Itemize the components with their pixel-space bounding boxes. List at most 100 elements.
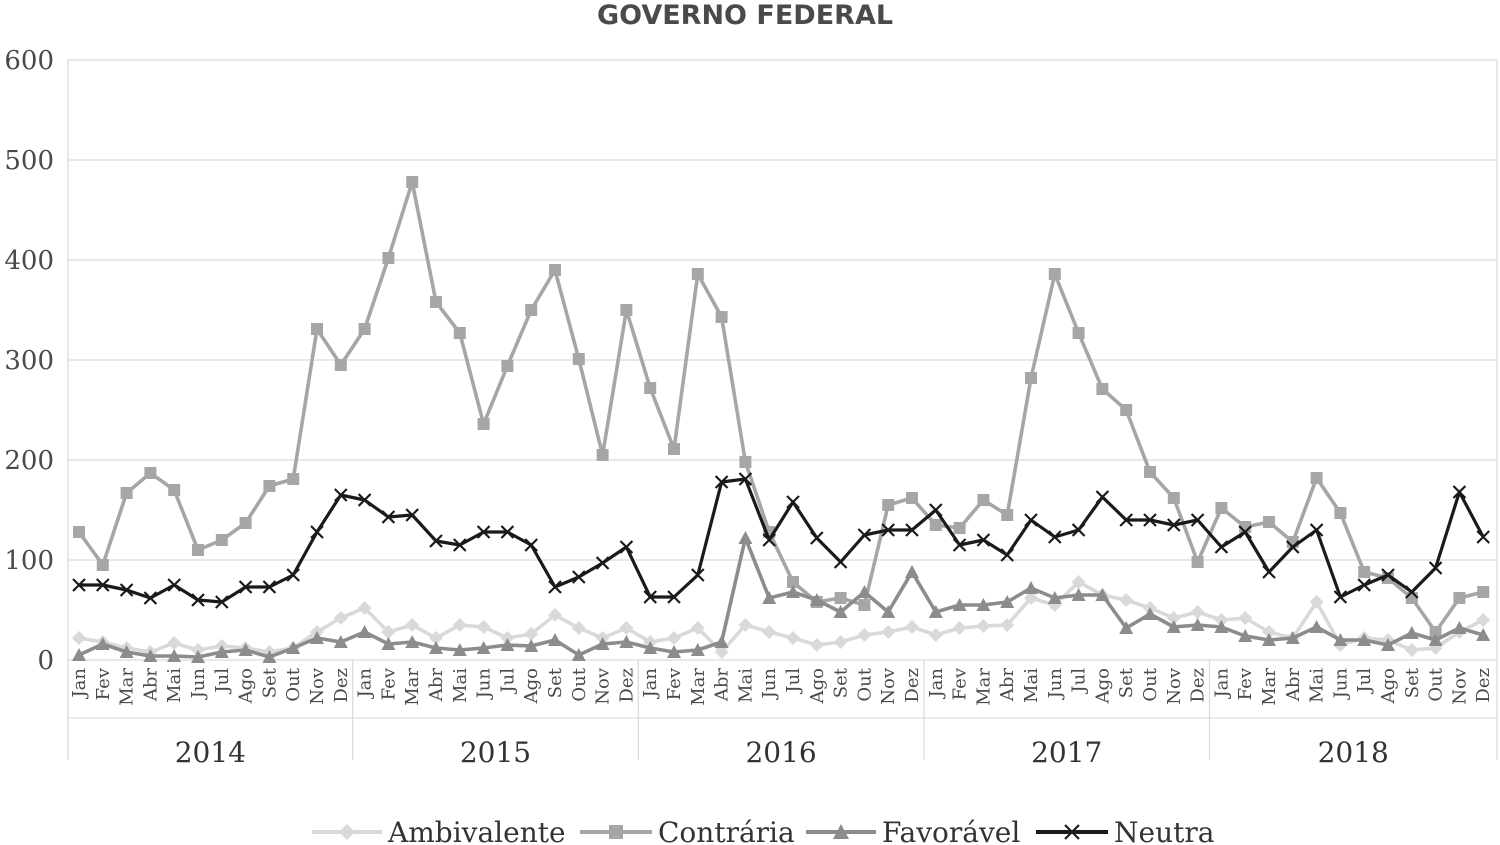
data-point-favoravel <box>1119 621 1134 634</box>
data-point-favoravel <box>952 598 967 611</box>
data-point-ambivalente <box>714 645 729 659</box>
data-point-contraria <box>596 449 609 461</box>
data-point-neutra <box>119 583 134 597</box>
data-point-ambivalente <box>809 638 824 652</box>
data-point-neutra <box>1381 568 1395 582</box>
data-point-contraria <box>120 487 133 499</box>
data-point-favoravel <box>1452 621 1467 634</box>
data-point-neutra <box>786 495 800 509</box>
x-tick-label: Fev <box>664 667 685 700</box>
x-tick-label: Jun <box>188 668 209 701</box>
data-point-ambivalente <box>1024 591 1038 605</box>
data-point-neutra <box>1119 513 1133 527</box>
data-point-favoravel <box>452 643 467 656</box>
x-axis-year-labels: 2014 2015 2016 2017 2018 <box>67 660 1498 769</box>
data-point-ambivalente <box>167 636 182 650</box>
data-point-contraria <box>572 353 585 365</box>
data-point-neutra <box>381 510 396 524</box>
data-point-contraria <box>787 576 799 588</box>
data-point-contraria <box>192 544 204 556</box>
data-point-neutra <box>453 538 467 552</box>
data-point-ambivalente <box>72 631 86 645</box>
legend-label: Favorável <box>882 816 1020 845</box>
data-point-favoravel <box>1095 588 1110 601</box>
data-point-favoravel <box>619 635 634 648</box>
data-point-favoravel <box>690 643 705 656</box>
data-point-favoravel <box>1071 588 1086 601</box>
y-tick-label: 600 <box>4 46 54 76</box>
data-point-favoravel <box>143 649 158 662</box>
data-point-contraria <box>1358 566 1371 578</box>
data-point-contraria <box>215 534 228 546</box>
data-point-contraria <box>334 359 347 371</box>
data-point-favoravel <box>1381 638 1395 651</box>
data-point-ambivalente <box>1476 613 1491 627</box>
data-point-favoravel <box>857 585 872 598</box>
data-point-ambivalente <box>476 620 491 634</box>
data-point-contraria <box>96 559 109 571</box>
data-point-neutra <box>667 590 681 604</box>
data-point-ambivalente <box>833 635 848 649</box>
data-point-favoravel <box>1143 607 1157 620</box>
data-point-neutra <box>96 578 110 592</box>
x-tick-label: Abr <box>1283 668 1304 703</box>
data-point-favoravel <box>429 641 443 654</box>
data-point-neutra <box>1405 585 1419 599</box>
data-point-ambivalente <box>786 631 800 645</box>
x-tick-label: Ago <box>521 668 542 704</box>
data-point-ambivalente <box>452 618 467 632</box>
data-point-neutra <box>1357 578 1371 592</box>
data-point-favoravel <box>191 650 205 663</box>
data-point-favoravel <box>1476 628 1491 641</box>
data-point-contraria <box>906 492 918 504</box>
data-point-contraria <box>1429 626 1442 638</box>
data-point-neutra <box>1048 530 1062 544</box>
data-point-favoravel <box>1000 595 1015 608</box>
data-point-neutra <box>595 556 610 570</box>
data-point-neutra <box>738 472 753 486</box>
series-neutra <box>72 472 1490 609</box>
data-point-favoravel <box>1428 633 1443 646</box>
data-point-favoravel <box>786 585 800 598</box>
data-point-contraria <box>929 519 942 531</box>
data-point-neutra <box>1095 490 1110 504</box>
x-tick-label: Dez <box>616 668 637 703</box>
x-tick-label: Mai <box>1021 668 1042 703</box>
data-point-favoravel <box>738 531 753 544</box>
data-point-ambivalente <box>429 631 443 645</box>
data-point-ambivalente <box>500 631 515 645</box>
data-point-contraria <box>1405 592 1418 604</box>
chart-title: GOVERNO FEDERAL <box>597 0 893 31</box>
data-point-ambivalente <box>928 628 943 642</box>
data-point-ambivalente <box>1404 643 1419 657</box>
data-point-ambivalente <box>1166 611 1181 625</box>
x-tick-label: Ago <box>236 668 257 704</box>
data-point-contraria <box>858 599 871 611</box>
x-tick-label: Mar <box>402 668 423 706</box>
x-tick-label: Nov <box>593 667 614 705</box>
data-point-neutra <box>691 568 705 582</box>
x-tick-label: Dez <box>1188 668 1209 703</box>
data-point-contraria <box>834 592 847 604</box>
data-point-neutra <box>405 508 419 522</box>
legend-item-ambivalente: Ambivalente <box>312 816 566 845</box>
data-point-favoravel <box>571 648 586 661</box>
x-tick-label: Mar <box>973 668 994 706</box>
data-point-contraria <box>287 473 300 485</box>
data-point-neutra <box>1452 485 1467 499</box>
data-point-neutra <box>905 523 919 537</box>
x-tick-label: Jul <box>783 668 804 695</box>
data-point-ambivalente <box>333 611 348 625</box>
y-tick-label: 500 <box>4 146 54 176</box>
x-tick-label: Out <box>1140 667 1161 701</box>
data-point-favoravel <box>595 637 610 650</box>
x-tick-label: Mar <box>688 668 709 706</box>
x-tick-label: Jun <box>1330 668 1351 701</box>
x-tick-label: Nov <box>878 667 899 705</box>
data-point-contraria <box>1191 556 1204 568</box>
x-tick-label: Jan <box>926 668 947 700</box>
data-point-favoravel <box>405 635 420 648</box>
x-tick-label: Out <box>569 667 590 701</box>
data-point-favoravel <box>1357 633 1372 646</box>
x-tick-label: Jan <box>1211 668 1232 700</box>
